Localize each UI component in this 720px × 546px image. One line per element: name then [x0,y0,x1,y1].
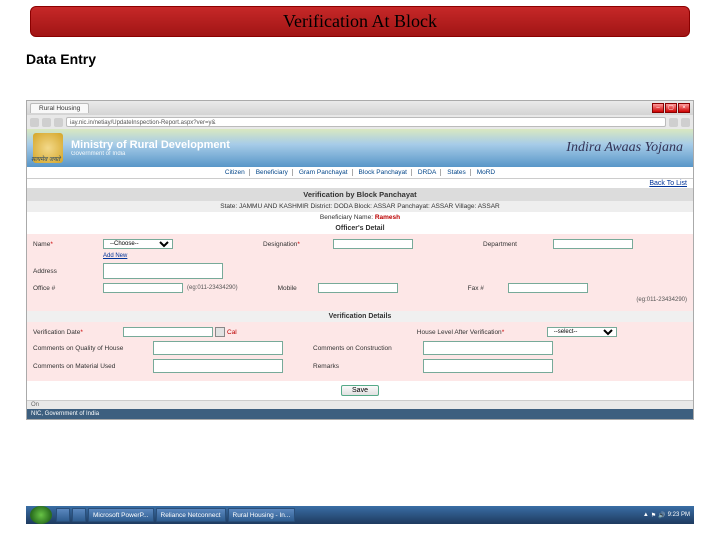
designation-label: Designation [263,241,333,248]
slide-subtitle: Data Entry [26,51,720,67]
mobile-input[interactable] [318,283,398,293]
nav-citizen[interactable]: Citizen [221,169,250,176]
material-input[interactable] [153,359,283,373]
tray-icon[interactable]: 🔊 [658,512,665,519]
office-label: Office # [33,285,103,292]
house-level-label: House Level After Verification [417,329,547,336]
taskbar: Microsoft PowerP... Reliance Netconnect … [26,506,694,524]
quality-label: Comments on Quality of House [33,345,153,352]
site-banner: Ministry of Rural Development Government… [27,129,693,167]
officer-form: Name --Choose-- Designation Department A… [27,234,693,311]
nav-block-panchayat[interactable]: Block Panchayat [355,169,412,176]
main-nav: Citizen Beneficiary Gram Panchayat Block… [27,167,693,179]
tray-time: 9:23 PM [668,512,690,518]
nav-states[interactable]: States [443,169,470,176]
verification-heading: Verification Details [27,311,693,322]
taskbar-item-powerpoint[interactable]: Microsoft PowerP... [88,508,154,522]
construction-label: Comments on Construction [313,345,423,352]
reload-icon[interactable] [54,118,63,127]
department-label: Department [483,241,553,248]
designation-input[interactable] [333,239,413,249]
quality-input[interactable] [153,341,283,355]
remarks-label: Remarks [313,363,423,370]
name-label: Name [33,241,103,248]
name-select[interactable]: --Choose-- [103,239,173,249]
nav-beneficiary[interactable]: Beneficiary [252,169,293,176]
bookmark-icon[interactable] [669,118,678,127]
office-hint: (eg:011-23434290) [187,285,238,291]
add-new-link[interactable]: Add New [103,253,127,259]
banner-tagline: सत्यमेव जयते [31,155,60,163]
close-button[interactable]: × [678,103,690,113]
nav-drda[interactable]: DRDA [414,169,441,176]
banner-title: Ministry of Rural Development [71,139,230,151]
taskbar-item-2[interactable] [72,508,86,522]
remarks-input[interactable] [423,359,553,373]
verification-form: Verification Date Cal House Level After … [27,322,693,381]
house-level-select[interactable]: --select-- [547,327,617,337]
construction-input[interactable] [423,341,553,355]
banner-scheme-name: Indira Awaas Yojana [566,140,683,156]
forward-icon[interactable] [42,118,51,127]
department-input[interactable] [553,239,633,249]
browser-window: Rural Housing – ▢ × iay.nic.in/netiay/Up… [26,100,694,420]
calendar-icon[interactable] [215,327,225,337]
taskbar-item-browser[interactable]: Rural Housing - In... [228,508,296,522]
save-button[interactable]: Save [341,385,379,396]
taskbar-item-netconnect[interactable]: Reliance Netconnect [156,508,226,522]
tray-icon[interactable]: ⚑ [651,512,656,519]
calendar-text: Cal [227,329,237,336]
system-tray: ▲ ⚑ 🔊 9:23 PM [639,512,694,519]
address-input[interactable] [103,263,223,279]
beneficiary-label: Beneficiary Name: [320,214,373,221]
chrome-tab-bar: Rural Housing – ▢ × [27,101,693,115]
beneficiary-line: Beneficiary Name: Ramesh [27,212,693,223]
taskbar-item-1[interactable] [56,508,70,522]
address-bar-row: iay.nic.in/netiay/UpdateInspection-Repor… [27,115,693,129]
online-indicator: On [27,400,693,409]
footer-text: NIC, Government of India [27,409,693,419]
maximize-button[interactable]: ▢ [665,103,677,113]
beneficiary-name: Ramesh [375,214,400,221]
window-controls: – ▢ × [651,103,690,113]
banner-subtitle: Government of India [71,151,230,157]
save-row: Save [27,381,693,400]
section-heading: Verification by Block Panchayat [27,188,693,201]
mobile-label: Mobile [278,285,318,292]
fax-input[interactable] [508,283,588,293]
back-to-list-link[interactable]: Back To List [27,179,693,188]
state-line: State: JAMMU AND KASHMIR District: DODA … [27,201,693,212]
start-button[interactable] [30,506,52,524]
nav-mord[interactable]: MoRD [473,169,499,176]
slide-title: Verification At Block [30,6,690,37]
url-input[interactable]: iay.nic.in/netiay/UpdateInspection-Repor… [66,117,666,127]
verification-date-input[interactable] [123,327,213,337]
fax-hint: (eg:011-23434290) [636,297,687,303]
browser-tab[interactable]: Rural Housing [30,103,89,113]
wrench-icon[interactable] [681,118,690,127]
back-icon[interactable] [30,118,39,127]
tray-icon[interactable]: ▲ [643,512,649,518]
address-label: Address [33,268,103,275]
nav-gram-panchayat[interactable]: Gram Panchayat [295,169,353,176]
verification-date-label: Verification Date [33,329,123,336]
minimize-button[interactable]: – [652,103,664,113]
officer-heading: Officer's Detail [27,223,693,234]
office-input[interactable] [103,283,183,293]
fax-label: Fax # [468,285,508,292]
material-label: Comments on Material Used [33,363,153,370]
